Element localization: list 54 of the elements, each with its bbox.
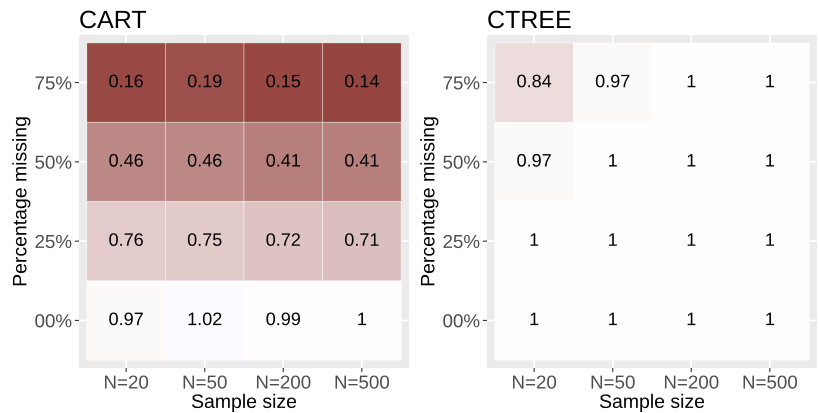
y-tick-label: 00% [443,314,480,328]
y-axis-title: Percentage missing [12,117,30,286]
x-tick-label: N=500 [744,375,798,389]
x-tick-label: N=500 [336,375,390,389]
data-label: 0.14 [344,74,379,88]
y-tick-label: 00% [35,314,72,328]
data-label: 0.71 [344,233,379,246]
data-label: 0.46 [109,154,143,167]
y-tick-label: 75% [443,76,480,90]
data-label: 1 [609,233,617,246]
data-label: 1 [688,154,696,167]
data-label: 1 [766,233,774,246]
y-tick-label: 25% [35,234,72,248]
y-tick-label: 50% [443,156,480,169]
data-label: 0.46 [188,154,222,167]
data-label: 0.72 [266,233,300,246]
chart-title: CTREE [488,10,571,28]
data-label: 1 [609,154,617,167]
data-label: 1 [688,312,696,326]
y-tick-label: 25% [443,234,480,248]
data-label: 0.75 [188,233,222,246]
data-label: 1 [609,312,617,326]
data-label: 1 [766,312,774,326]
data-label: 1.02 [188,312,222,326]
data-label: 0.97 [109,312,143,326]
y-tick-label: 75% [35,76,72,90]
data-label: 0.15 [266,74,300,88]
data-label: 0.84 [517,74,552,88]
x-tick-label: N=200 [664,375,718,389]
data-label: 1 [530,233,538,246]
chart-title: CART [80,10,146,28]
data-label: 1 [766,154,774,167]
x-tick-label: N=20 [513,375,556,389]
x-tick-label: N=20 [105,375,148,389]
data-label: 1 [358,312,366,326]
data-label: 0.41 [344,154,379,167]
y-axis-title: Percentage missing [420,117,438,286]
data-label: 0.19 [188,74,222,88]
data-label: 1 [530,312,538,326]
data-label: 1 [688,74,696,88]
data-label: 1 [766,74,774,88]
x-tick-label: N=50 [592,375,635,389]
data-label: 1 [688,233,696,246]
data-label: 0.76 [109,233,143,246]
data-label: 0.41 [266,154,300,167]
x-axis-title: Sample size [600,394,704,412]
data-label: 0.97 [517,154,551,167]
x-axis-title: Sample size [192,394,296,412]
data-label: 0.97 [596,74,630,88]
y-tick-label: 50% [35,156,72,169]
data-label: 0.16 [109,74,143,88]
x-tick-label: N=200 [256,375,310,389]
x-tick-label: N=50 [184,375,227,389]
data-label: 0.99 [266,312,300,326]
